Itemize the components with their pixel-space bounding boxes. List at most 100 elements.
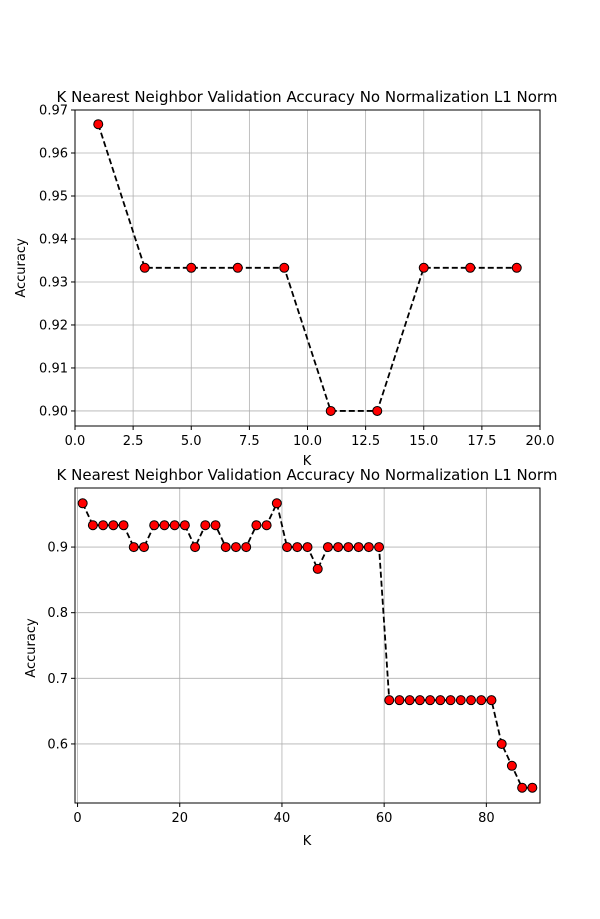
chart-bottom-data-point	[128, 542, 139, 553]
chart-bottom-data-point	[374, 542, 385, 553]
chart-top-series-line-group	[97, 123, 517, 412]
chart-top-y-tick-label: 0.90	[39, 404, 68, 419]
chart-bottom-data-point	[322, 542, 333, 553]
chart-top-data-point	[93, 119, 104, 130]
chart-bottom-data-point	[230, 542, 241, 553]
chart-bottom-data-point	[445, 695, 456, 706]
chart-top-x-tick-label: 7.5	[239, 434, 260, 449]
chart-bottom-data-point	[210, 520, 221, 531]
chart-bottom-y-tick-label: 0.7	[47, 672, 68, 687]
chart-bottom-data-point	[149, 520, 160, 531]
chart-bottom-title: K Nearest Neighbor Validation Accuracy N…	[57, 466, 558, 484]
chart-bottom-data-point	[159, 520, 170, 531]
chart-top-data-point	[232, 262, 243, 273]
chart-bottom-data-point	[363, 542, 374, 553]
chart-top-data-point	[372, 405, 383, 416]
chart-bottom-data-point	[87, 520, 98, 531]
chart-top-y-tick-label: 0.92	[39, 318, 68, 333]
chart-bottom-data-point	[108, 520, 119, 531]
chart-bottom-data-point	[333, 542, 344, 553]
chart-top-data-point	[139, 262, 150, 273]
chart-top-data-point	[511, 262, 522, 273]
chart-top-x-tick-label: 10.0	[293, 434, 322, 449]
chart-bottom-frame	[74, 487, 541, 804]
chart-bottom-data-point	[384, 695, 395, 706]
chart-top-x-tick-label: 15.0	[409, 434, 438, 449]
chart-bottom-data-point	[394, 695, 405, 706]
chart-top-data-point	[418, 262, 429, 273]
chart-bottom-y-tick-label: 0.9	[47, 541, 68, 556]
chart-bottom-x-tick-label: 0	[73, 811, 81, 826]
chart-top-x-tick-label: 20.0	[526, 434, 555, 449]
chart-top-y-tick-label: 0.91	[39, 361, 68, 376]
chart-top-x-tick-label: 17.5	[467, 434, 496, 449]
chart-bottom-data-point	[118, 520, 129, 531]
chart-bottom-x-tick-label: 40	[274, 811, 291, 826]
chart-top-title: K Nearest Neighbor Validation Accuracy N…	[57, 88, 558, 106]
chart-top-data-point	[325, 405, 336, 416]
chart-bottom-data-point	[506, 760, 517, 771]
chart-bottom-y-tick-label: 0.6	[47, 737, 68, 752]
chart-bottom-data-point	[251, 520, 262, 531]
chart-bottom-x-axis-label: K	[303, 834, 312, 849]
chart-top-y-tick-label: 0.94	[39, 232, 68, 247]
chart-top-y-tick-label: 0.97	[39, 104, 68, 119]
chart-bottom-y-tick-label: 0.8	[47, 606, 68, 621]
chart-bottom-data-point	[271, 498, 282, 509]
chart-top: K Nearest Neighbor Validation Accuracy N…	[14, 88, 557, 469]
chart-bottom-data-point	[466, 695, 477, 706]
chart-bottom-data-point	[435, 695, 446, 706]
chart-bottom-y-axis-label: Accuracy	[24, 618, 39, 678]
chart-bottom-data-point	[77, 498, 88, 509]
chart-bottom-data-point	[527, 782, 538, 793]
chart-top-y-tick-label: 0.96	[39, 146, 68, 161]
chart-bottom: K Nearest Neighbor Validation Accuracy N…	[24, 466, 557, 849]
chart-bottom-data-point	[517, 782, 528, 793]
chart-bottom-data-point	[220, 542, 231, 553]
chart-bottom-data-point	[200, 520, 211, 531]
chart-bottom-data-point	[292, 542, 303, 553]
chart-top-y-axis-label: Accuracy	[14, 238, 29, 298]
chart-bottom-data-point	[455, 695, 466, 706]
chart-bottom-markers	[77, 498, 538, 793]
chart-bottom-data-point	[241, 542, 252, 553]
chart-bottom-data-point	[190, 542, 201, 553]
chart-bottom-x-tick-label: 20	[171, 811, 188, 826]
chart-bottom-data-point	[302, 542, 313, 553]
chart-bottom-data-point	[343, 542, 354, 553]
chart-top-markers	[93, 119, 522, 416]
chart-bottom-data-point	[98, 520, 109, 531]
chart-bottom-data-point	[496, 738, 507, 749]
chart-top-x-tick-label: 12.5	[351, 434, 380, 449]
chart-top-y-tick-label: 0.95	[39, 189, 68, 204]
chart-bottom-x-tick-label: 80	[478, 811, 495, 826]
chart-top-x-tick-label: 0.0	[65, 434, 86, 449]
chart-bottom-x-tick-label: 60	[376, 811, 393, 826]
chart-bottom-data-point	[353, 542, 364, 553]
chart-bottom-data-point	[404, 695, 415, 706]
chart-bottom-data-point	[312, 563, 323, 574]
chart-top-y-tick-label: 0.93	[39, 275, 68, 290]
chart-bottom-data-point	[138, 542, 149, 553]
chart-top-data-point	[279, 262, 290, 273]
chart-top-y-ticks: 0.90 0.91 0.92 0.93 0.94 0.95 0.96 0.97	[39, 104, 75, 419]
chart-top-data-point	[186, 262, 197, 273]
chart-top-x-tick-label: 2.5	[123, 434, 144, 449]
chart-bottom-y-ticks: 0.6 0.7 0.8 0.9	[47, 541, 75, 752]
chart-bottom-data-point	[169, 520, 180, 531]
chart-top-x-ticks: 0.0 2.5 5.0 7.5 10.0 12.5 15.0 17.5 20.0	[65, 426, 555, 449]
chart-top-x-axis-label: K	[303, 454, 312, 469]
chart-bottom-data-point	[282, 542, 293, 553]
chart-bottom-data-point	[414, 695, 425, 706]
chart-top-data-point	[465, 262, 476, 273]
chart-bottom-data-point	[476, 695, 487, 706]
chart-bottom-data-point	[179, 520, 190, 531]
chart-top-x-tick-label: 5.0	[181, 434, 202, 449]
chart-top-series-line	[97, 123, 517, 412]
chart-bottom-x-ticks: 0 20 40 60 80	[73, 803, 495, 826]
chart-bottom-data-point	[425, 695, 436, 706]
chart-bottom-data-point	[486, 695, 497, 706]
chart-bottom-data-point	[261, 520, 272, 531]
